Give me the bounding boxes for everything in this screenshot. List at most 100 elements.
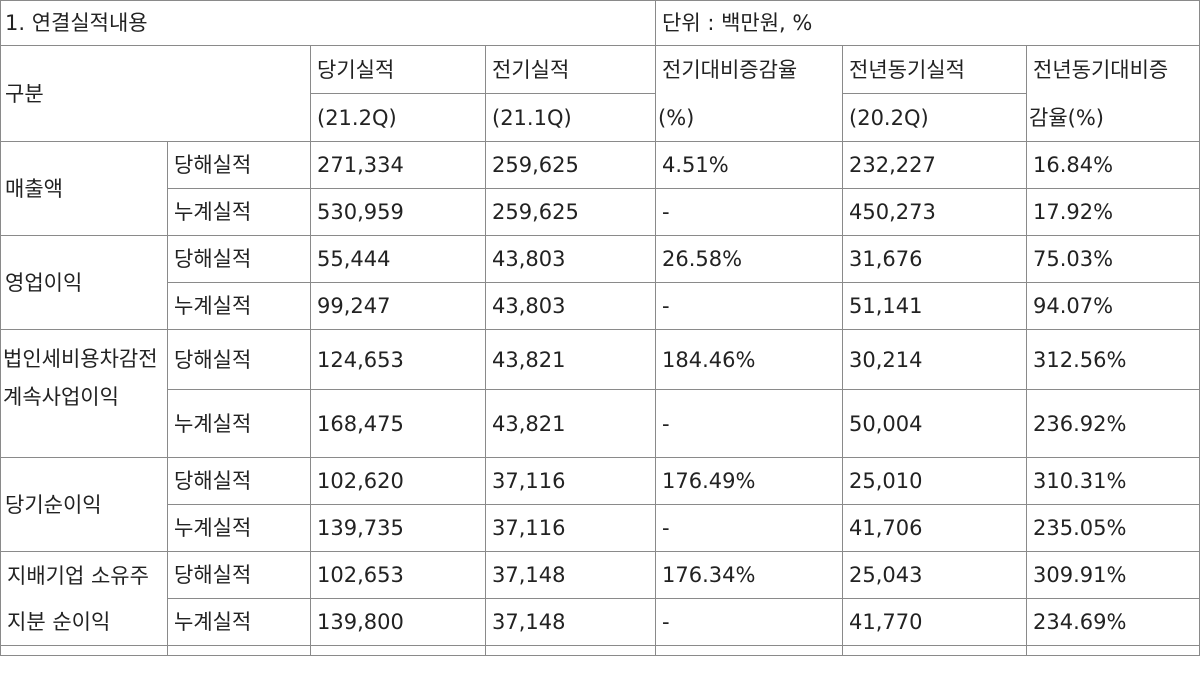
cell-yoy: 25,043: [842, 551, 1028, 599]
cell-current: 139,800: [310, 598, 486, 646]
cell-yoy: 41,770: [842, 598, 1028, 646]
row-type: 당해실적: [167, 141, 311, 189]
cell-yoy: 51,141: [842, 282, 1028, 330]
row-type: 당해실적: [167, 551, 311, 599]
cell-yoy: 232,227: [842, 141, 1028, 189]
empty-cell: [310, 645, 486, 656]
cell-current: 102,620: [310, 457, 486, 505]
qoq-change-header: 전기대비증감율 (%): [655, 45, 844, 142]
cell-qoq: 176.34%: [655, 551, 844, 599]
cell-previous: 259,625: [484, 188, 657, 236]
empty-cell: [842, 645, 1028, 656]
cell-previous: 259,625: [484, 141, 657, 189]
table-title: 1. 연결실적내용: [0, 0, 657, 46]
cell-current: 271,334: [310, 141, 486, 189]
empty-cell: [1026, 645, 1201, 656]
table-row: 누계실적 530,959 259,625 - 450,273 17.92%: [1, 188, 1201, 236]
cell-yoy: 30,214: [842, 329, 1028, 390]
current-period-header: (21.2Q): [310, 93, 486, 142]
cell-current: 168,475: [310, 389, 486, 458]
cell-yoy-rate: 236.92%: [1026, 389, 1201, 458]
cell-previous: 43,803: [484, 235, 657, 283]
table-row: 누계실적 168,475 43,821 - 50,004 236.92%: [1, 389, 1201, 458]
cell-previous: 37,148: [484, 598, 657, 646]
cell-current: 124,653: [310, 329, 486, 390]
cell-yoy-rate: 75.03%: [1026, 235, 1201, 283]
cell-qoq: 26.58%: [655, 235, 844, 283]
cell-yoy-rate: 312.56%: [1026, 329, 1201, 390]
category-header: 구분: [0, 45, 311, 142]
table-row: 매출액 당해실적 271,334 259,625 4.51% 232,227 1…: [0, 141, 1201, 236]
table-row: 누계실적 139,800 37,148 - 41,770 234.69%: [1, 598, 1201, 646]
table-row: 누계실적 139,735 37,116 - 41,706 235.05%: [1, 504, 1201, 552]
previous-period-header: (21.1Q): [484, 93, 657, 142]
cell-current: 55,444: [310, 235, 486, 283]
qoq-change-header-line1: 전기대비증감율: [662, 57, 798, 82]
group-label: 법인세비용차감전계속사업이익: [0, 329, 168, 458]
group-label: 영업이익: [0, 235, 168, 330]
row-type: 누계실적: [167, 598, 311, 646]
cell-yoy-rate: 310.31%: [1026, 457, 1201, 505]
header-row: 구분 당기실적 전기실적 전기대비증감율 (%) 전년동기실적 전년동기대비증 …: [0, 45, 1201, 142]
cell-qoq: -: [655, 598, 844, 646]
row-type: 당해실적: [167, 235, 311, 283]
title-row: 1. 연결실적내용 단위 : 백만원, %: [0, 0, 1201, 46]
cell-qoq: -: [655, 389, 844, 458]
cell-yoy: 41,706: [842, 504, 1028, 552]
group-label: 매출액: [0, 141, 168, 236]
row-type: 누계실적: [167, 504, 311, 552]
previous-header: 전기실적: [484, 45, 657, 94]
yoy-change-header: 전년동기대비증 감율(%): [1026, 45, 1201, 142]
cell-previous: 37,148: [484, 551, 657, 599]
cell-qoq: -: [655, 188, 844, 236]
group-label: 지배기업 소유주지분 순이익: [0, 551, 168, 646]
cell-yoy-rate: 234.69%: [1026, 598, 1201, 646]
empty-cell: [0, 645, 168, 656]
empty-cell: [167, 645, 311, 656]
cell-yoy-rate: 94.07%: [1026, 282, 1201, 330]
yoy-period-header: (20.2Q): [842, 93, 1028, 142]
table-row-partial: [0, 645, 1201, 656]
cell-previous: 37,116: [484, 457, 657, 505]
empty-cell: [484, 645, 657, 656]
cell-yoy: 31,676: [842, 235, 1028, 283]
yoy-header: 전년동기실적: [842, 45, 1028, 94]
cell-qoq: 176.49%: [655, 457, 844, 505]
row-type: 당해실적: [167, 457, 311, 505]
earnings-table: 1. 연결실적내용 단위 : 백만원, % 구분 당기실적 전기실적 전기대비증…: [0, 0, 1201, 656]
cell-previous: 43,821: [484, 389, 657, 458]
yoy-change-header-line2: 감율(%): [1029, 105, 1104, 130]
table-row: 영업이익 당해실적 55,444 43,803 26.58% 31,676 75…: [0, 235, 1201, 330]
table-row: 누계실적 99,247 43,803 - 51,141 94.07%: [1, 282, 1201, 330]
table-row: 당기순이익 당해실적 102,620 37,116 176.49% 25,010…: [0, 457, 1201, 552]
header-period-row: (21.2Q) (21.1Q) (20.2Q): [1, 93, 1200, 142]
table-row: 지배기업 소유주지분 순이익 당해실적 102,653 37,148 176.3…: [0, 551, 1201, 646]
cell-qoq: 4.51%: [655, 141, 844, 189]
row-type: 누계실적: [167, 282, 311, 330]
current-header: 당기실적: [310, 45, 486, 94]
cell-previous: 43,803: [484, 282, 657, 330]
cell-current: 99,247: [310, 282, 486, 330]
cell-qoq: -: [655, 282, 844, 330]
row-type: 누계실적: [167, 188, 311, 236]
table-row: 법인세비용차감전계속사업이익 당해실적 124,653 43,821 184.4…: [0, 329, 1201, 458]
cell-qoq: -: [655, 504, 844, 552]
yoy-change-header-line1: 전년동기대비증: [1033, 57, 1169, 82]
row-type: 당해실적: [167, 329, 311, 390]
row-type: 누계실적: [167, 389, 311, 458]
cell-current: 102,653: [310, 551, 486, 599]
group-label: 당기순이익: [0, 457, 168, 552]
cell-yoy-rate: 235.05%: [1026, 504, 1201, 552]
cell-yoy: 25,010: [842, 457, 1028, 505]
cell-qoq: 184.46%: [655, 329, 844, 390]
cell-current: 530,959: [310, 188, 486, 236]
unit-label: 단위 : 백만원, %: [655, 0, 1201, 46]
cell-yoy-rate: 309.91%: [1026, 551, 1201, 599]
cell-previous: 43,821: [484, 329, 657, 390]
cell-yoy-rate: 17.92%: [1026, 188, 1201, 236]
cell-current: 139,735: [310, 504, 486, 552]
empty-cell: [655, 645, 844, 656]
cell-yoy-rate: 16.84%: [1026, 141, 1201, 189]
cell-yoy: 50,004: [842, 389, 1028, 458]
cell-yoy: 450,273: [842, 188, 1028, 236]
